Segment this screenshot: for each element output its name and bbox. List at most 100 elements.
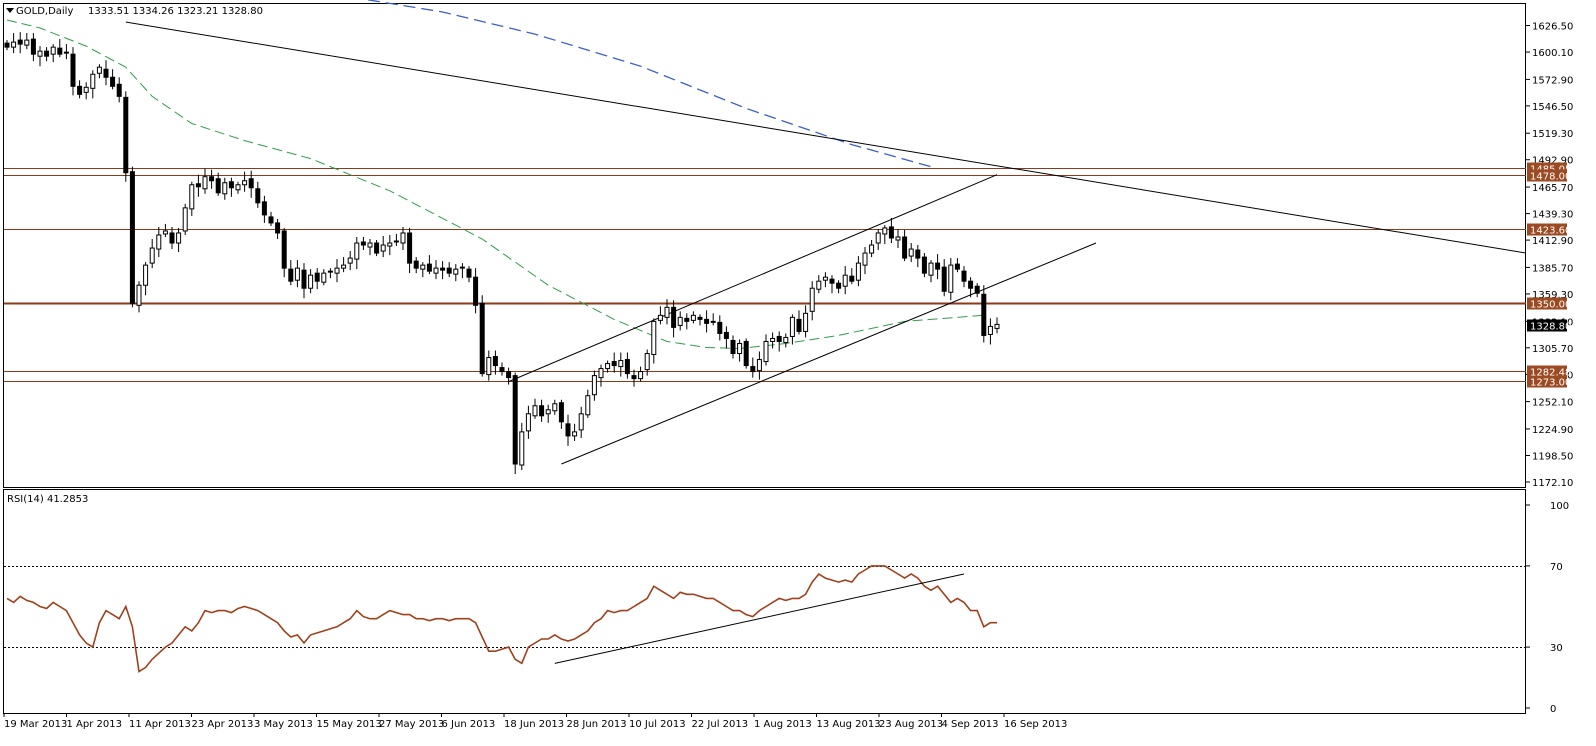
candle-body (70, 53, 76, 87)
date-tick-label: 10 Jul 2013 (629, 719, 686, 730)
candle (558, 399, 564, 429)
candle-body (314, 272, 320, 282)
candle (948, 258, 954, 301)
level-label: 1478.00 (1530, 172, 1571, 183)
date-tick-label: 11 Apr 2013 (129, 719, 191, 730)
candle (796, 310, 802, 335)
candle (321, 269, 327, 286)
candle (677, 311, 683, 331)
candle-body (638, 371, 644, 380)
candle-body (783, 336, 789, 343)
candle (842, 266, 848, 295)
trend-line-channel-upper (508, 174, 998, 383)
candle (17, 32, 23, 54)
candle (644, 349, 650, 376)
price-tick-label: 1359.30 (1532, 290, 1573, 301)
candle (433, 260, 439, 280)
candle-body (30, 38, 36, 55)
candle-body (433, 267, 439, 274)
candle (921, 253, 927, 278)
candle (994, 317, 1000, 334)
candle (882, 224, 888, 245)
candle (624, 352, 630, 379)
candle-body (948, 264, 954, 293)
chart-menu-triangle-icon[interactable] (6, 8, 14, 13)
candle-body (888, 226, 894, 239)
candle-body (123, 96, 129, 174)
rsi-label: RSI(14) 41.2853 (7, 494, 88, 505)
current-price-box (1527, 319, 1567, 332)
candle (149, 239, 155, 269)
candle (605, 360, 611, 373)
candle (4, 40, 10, 51)
candle (143, 262, 149, 296)
level-label-box (1527, 365, 1567, 378)
candle (902, 229, 908, 262)
candle-body (558, 402, 564, 423)
candle (585, 389, 591, 418)
candle-body (242, 180, 248, 186)
candle (466, 266, 472, 283)
date-tick-label: 28 Jun 2013 (567, 719, 627, 730)
candle (281, 227, 287, 278)
trend-line-resistance-descending (125, 21, 1527, 254)
candle-body (195, 183, 201, 188)
candle (935, 254, 941, 280)
candle (30, 33, 36, 62)
candle (591, 370, 597, 401)
candle-body (908, 248, 914, 257)
candle (756, 351, 762, 380)
candle-body (981, 293, 987, 336)
candle-body (255, 188, 261, 204)
price-tick-label: 1224.90 (1532, 425, 1573, 436)
candle-body (387, 242, 393, 247)
price-axis: 1626.50 1600.10 1572.90 1546.50 1519.30 1492.… (1526, 22, 1573, 489)
candle (987, 318, 993, 345)
candle (255, 181, 261, 208)
candle (268, 211, 274, 226)
candle (308, 269, 314, 294)
candle-body (618, 360, 624, 368)
candle-body (380, 244, 386, 252)
rsi-line (6, 565, 997, 673)
date-tick-label: 13 Aug 2013 (817, 719, 881, 730)
candle (123, 91, 129, 182)
candle-body (281, 230, 287, 269)
candle-body (921, 256, 927, 274)
date-tick-label: 18 Jun 2013 (504, 719, 564, 730)
trend-lines-layer (125, 21, 1527, 465)
candle-body (756, 359, 762, 372)
candle-body (176, 232, 182, 244)
candle-body (928, 262, 934, 276)
level-label-box (1527, 297, 1567, 310)
candle-body (869, 244, 875, 254)
candle-body (717, 321, 723, 334)
date-tick-label: 22 Jul 2013 (692, 719, 749, 730)
candle-body (202, 176, 208, 190)
candle (492, 350, 498, 375)
candle-body (631, 375, 637, 380)
candle (407, 227, 413, 274)
candle (895, 228, 901, 249)
candle (341, 257, 347, 273)
candle (763, 334, 769, 366)
price-tick-label: 1439.30 (1532, 210, 1573, 221)
candle (532, 398, 538, 419)
candle (103, 60, 109, 86)
candle-body (605, 363, 611, 370)
price-tick-label: 1305.70 (1532, 344, 1573, 355)
date-tick-label: 23 Aug 2013 (879, 719, 943, 730)
date-tick-label: 1 Aug 2013 (754, 719, 812, 730)
candle-body (44, 50, 50, 57)
price-tick-label: 1198.50 (1532, 451, 1573, 462)
candle-body (17, 39, 23, 45)
candle-body (532, 405, 538, 417)
candle-body (308, 274, 314, 289)
candle-body (275, 222, 281, 234)
candle (723, 326, 729, 349)
candle (816, 275, 822, 294)
candle (486, 350, 492, 381)
candle-body (704, 318, 710, 324)
candle-body (611, 361, 617, 367)
candle-body (96, 66, 102, 74)
